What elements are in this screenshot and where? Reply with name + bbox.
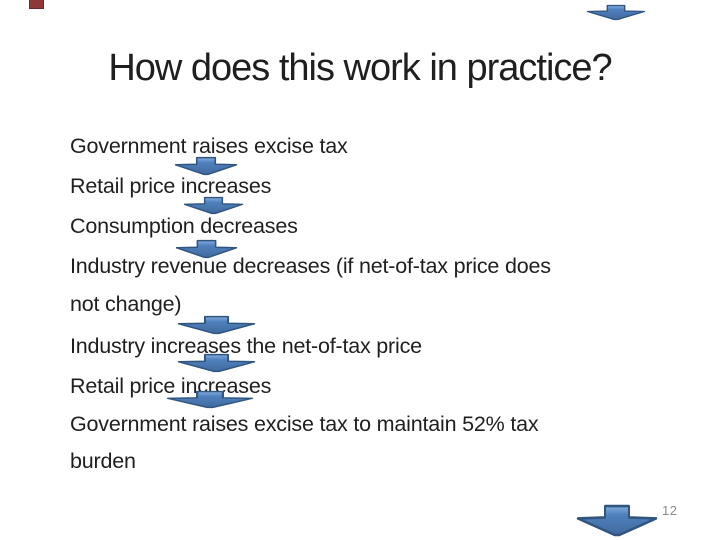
body-line: Retail price increases: [70, 174, 272, 198]
page-number: 12: [662, 503, 678, 518]
down-arrow-icon: [177, 353, 256, 373]
body-line: Industry increases the net-of-tax price: [70, 334, 422, 358]
down-arrow-icon: [177, 315, 256, 335]
body-line: Government raises excise tax to maintain…: [70, 412, 539, 436]
down-arrow-icon: [166, 390, 254, 409]
body-line: Government raises excise tax: [70, 134, 348, 158]
body-line: Retail price increases: [70, 374, 272, 398]
down-arrow-icon: [175, 239, 238, 259]
slide-title: How does this work in practice?: [108, 47, 612, 89]
red-marker: [29, 0, 44, 9]
body-line: not change): [70, 292, 182, 316]
down-arrow-icon: [174, 156, 238, 176]
body-line: burden: [70, 449, 136, 473]
body-line: Consumption decreases: [70, 214, 298, 238]
slide-edge-arrow-icon: [576, 504, 658, 537]
body-line: Industry revenue decreases (if net-of-ta…: [70, 254, 551, 278]
down-arrow-icon: [183, 196, 244, 215]
slide-edge-arrow-icon: [586, 4, 646, 21]
